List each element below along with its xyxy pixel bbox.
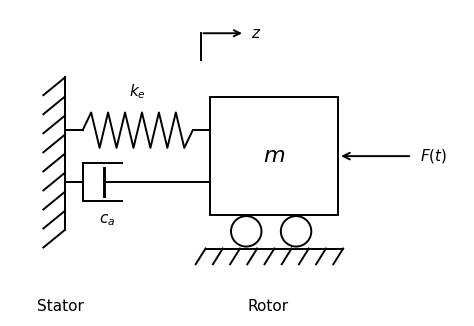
Text: Stator: Stator	[36, 299, 83, 314]
Circle shape	[231, 216, 262, 246]
Circle shape	[281, 216, 311, 246]
Bar	[210, 97, 338, 215]
Text: $m$: $m$	[263, 146, 285, 166]
Text: $z$: $z$	[251, 26, 261, 41]
Text: $F(t)$: $F(t)$	[420, 147, 447, 165]
Text: $c_a$: $c_a$	[99, 213, 115, 228]
Text: $k_e$: $k_e$	[129, 82, 146, 101]
Text: Rotor: Rotor	[247, 299, 289, 314]
